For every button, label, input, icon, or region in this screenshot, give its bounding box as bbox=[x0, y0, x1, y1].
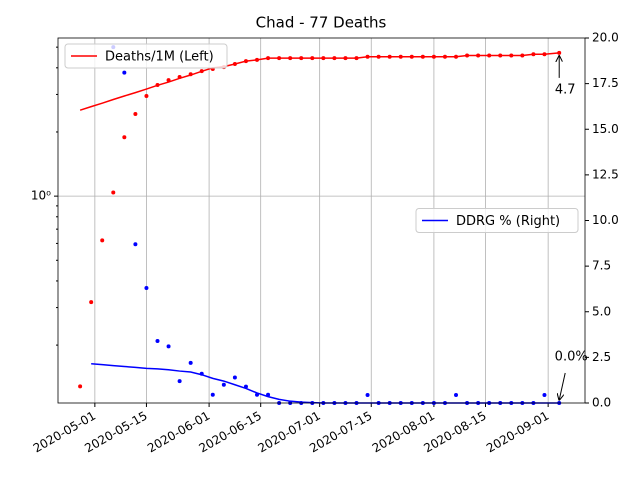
y2-tick-label: 20.0 bbox=[592, 31, 619, 45]
legend-box bbox=[415, 208, 579, 233]
y2-tick-label: 12.5 bbox=[592, 167, 619, 181]
data-point bbox=[454, 392, 459, 397]
y2-tick-label: 10.0 bbox=[592, 213, 619, 227]
legend-box bbox=[64, 43, 228, 69]
data-point bbox=[89, 300, 94, 305]
data-point bbox=[100, 238, 105, 243]
data-point bbox=[122, 135, 127, 140]
y2-tick-label: 0.0 bbox=[592, 396, 611, 410]
chart-title: Chad - 77 Deaths bbox=[256, 14, 387, 32]
data-point bbox=[221, 382, 226, 387]
y2-tick-label: 17.5 bbox=[592, 76, 619, 90]
data-point bbox=[557, 50, 562, 55]
data-point bbox=[166, 344, 171, 349]
y2-tick-label: 7.5 bbox=[592, 259, 611, 273]
data-point bbox=[133, 111, 138, 116]
data-point bbox=[144, 93, 149, 98]
legend-label: Deaths/1M (Left) bbox=[105, 50, 214, 65]
annotation-text: 4.7 bbox=[555, 82, 576, 97]
data-point bbox=[78, 384, 83, 389]
data-point bbox=[133, 242, 138, 247]
annotation-arrow bbox=[559, 372, 566, 400]
legend-label: DDRG % (Right) bbox=[456, 214, 560, 229]
data-point bbox=[122, 70, 127, 75]
data-point bbox=[210, 392, 215, 397]
data-point bbox=[177, 379, 182, 384]
data-point bbox=[155, 338, 160, 343]
data-point bbox=[144, 286, 149, 291]
y2-tick-label: 2.5 bbox=[592, 350, 611, 364]
data-point bbox=[232, 375, 237, 380]
series-line bbox=[79, 52, 560, 111]
data-point bbox=[111, 190, 116, 195]
y2-tick-label: 15.0 bbox=[592, 122, 619, 136]
data-point bbox=[188, 360, 193, 365]
y2-tick-label: 5.0 bbox=[592, 304, 611, 318]
y-tick-label: 10⁰ bbox=[31, 189, 51, 203]
data-point bbox=[365, 392, 370, 397]
plot-frame bbox=[57, 37, 586, 404]
annotation-text: 0.0% bbox=[555, 350, 588, 365]
data-point bbox=[542, 392, 547, 397]
